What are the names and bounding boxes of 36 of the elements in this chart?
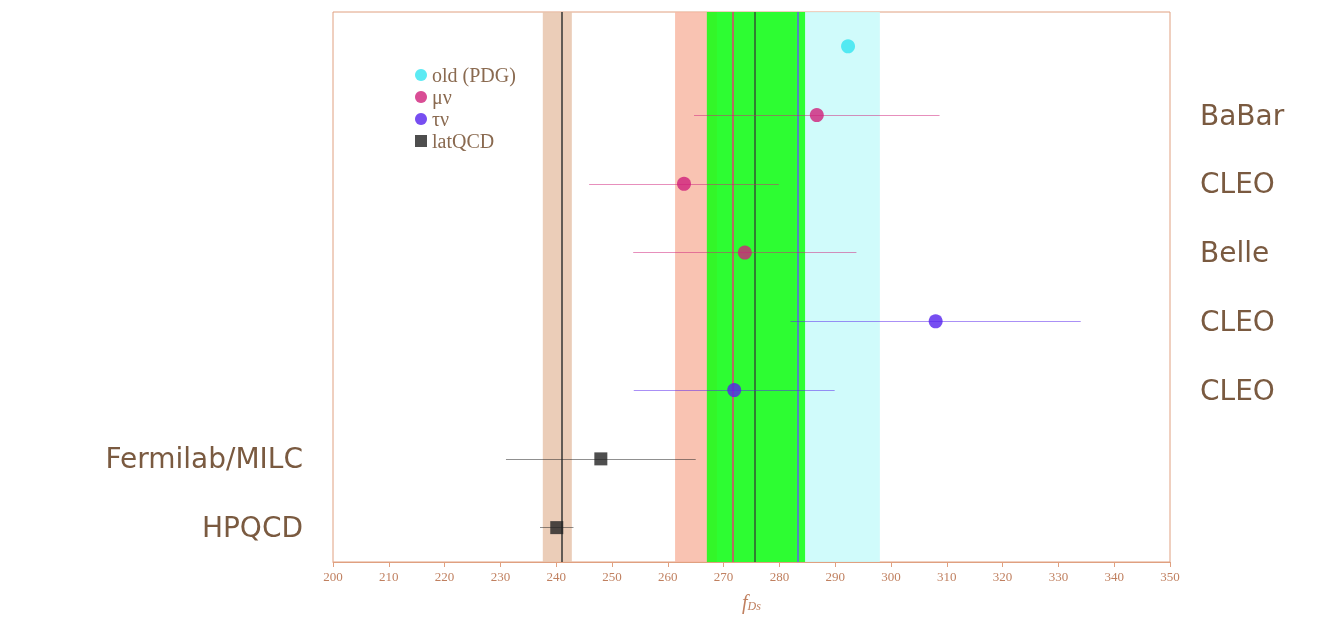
y-tick-label: HPQCD — [201, 511, 303, 545]
x-tick-label: 330 — [1048, 569, 1069, 584]
x-tick-label: 240 — [546, 569, 566, 584]
legend-label: μν — [432, 86, 452, 109]
x-tick-label: 340 — [1104, 569, 1124, 584]
x-tick-label: 300 — [881, 569, 901, 584]
x-tick-label: 290 — [825, 569, 845, 584]
y2-tick-label: CLEO — [1200, 304, 1275, 338]
point — [809, 108, 824, 123]
y-tick-label: Fermilab/MILC — [105, 442, 303, 476]
legend-label: τν — [432, 108, 450, 130]
x-tick-label: 320 — [992, 569, 1013, 584]
x-tick-label: 270 — [713, 569, 734, 584]
legend-label: old (PDG) — [432, 64, 516, 87]
point — [550, 521, 564, 535]
y2-tick-label: CLEO — [1200, 373, 1275, 407]
point — [928, 314, 943, 329]
x-tick-label: 260 — [658, 569, 678, 584]
legend-label: latQCD — [432, 130, 495, 152]
y2-tick-label: BaBar — [1200, 98, 1285, 132]
x-tick-label: 200 — [323, 569, 343, 584]
point — [737, 245, 752, 260]
x-tick-label: 220 — [434, 569, 455, 584]
x-tick-label: 210 — [379, 569, 399, 584]
y2-tick-label: Belle — [1200, 236, 1270, 270]
x-tick-label: 280 — [769, 569, 790, 584]
x-tick-label: 250 — [602, 569, 622, 584]
x-tick-label: 310 — [937, 569, 957, 584]
point — [677, 176, 691, 191]
x-tick-label: 350 — [1160, 569, 1180, 584]
x-axis-title: fDs — [742, 591, 762, 614]
point — [594, 452, 608, 466]
point — [841, 39, 856, 54]
x-tick-label: 230 — [490, 569, 511, 584]
y2-tick-label: CLEO — [1200, 167, 1275, 201]
point — [727, 383, 742, 398]
